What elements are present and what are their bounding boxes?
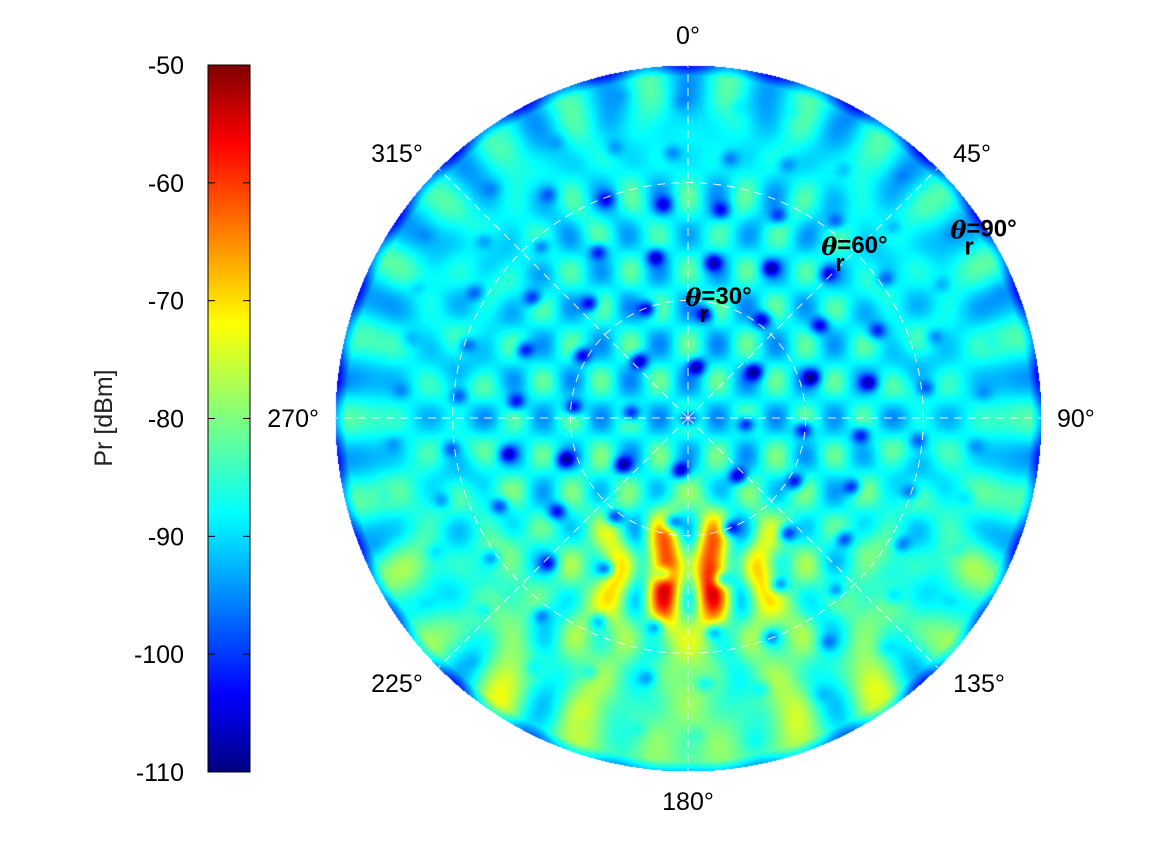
theta-annotation: θr=90° [950, 215, 1016, 260]
theta-symbol: θ [821, 232, 837, 261]
theta-subscript: r [835, 250, 844, 277]
colorbar-tick-label: -110 [136, 759, 184, 787]
angular-tick-labels: 0° 45° 90° 135° 180° 225° 270° 315° [267, 22, 1095, 816]
theta-value: =30° [701, 283, 751, 310]
angular-tick-label: 315° [371, 140, 423, 168]
colorbar-ticks: -50 -60 -70 -80 -90 -100 -110 [134, 52, 250, 787]
angular-grid-line [687, 168, 938, 419]
theta-subscript: r [699, 301, 708, 328]
angular-tick-label: 180° [662, 788, 714, 816]
colorbar-tick-label: -90 [148, 523, 184, 551]
colorbar-tick-label: -60 [148, 170, 184, 198]
colorbar: -50 -60 -70 -80 -90 -100 -110 Pr [dBm] [90, 52, 251, 787]
angular-tick-label: 270° [267, 405, 319, 433]
colorbar-tick-label: -50 [148, 52, 184, 80]
theta-annotation: θr=60° [821, 232, 887, 277]
angular-grid-line [438, 417, 689, 668]
colorbar-tick-label: -100 [134, 641, 184, 669]
theta-symbol: θ [950, 215, 966, 244]
polar-grid [335, 65, 1041, 771]
theta-annotation: θr=30° [685, 283, 751, 328]
colorbar-tick-label: -80 [148, 406, 184, 434]
angular-tick-label: 90° [1057, 405, 1095, 433]
angular-tick-label: 135° [953, 670, 1005, 698]
colorbar-tick-label: -70 [148, 288, 184, 316]
theta-symbol: θ [685, 283, 701, 312]
angular-tick-label: 225° [371, 670, 423, 698]
colorbar-label: Pr [dBm] [90, 369, 118, 466]
angular-tick-label: 45° [953, 140, 991, 168]
theta-subscript: r [964, 233, 973, 260]
angular-tick-label: 0° [676, 22, 700, 50]
theta-annotations: θr=30°θr=60°θr=90° [685, 215, 1016, 328]
angular-grid-line [687, 417, 938, 668]
radial-grid-circle [452, 182, 924, 654]
theta-value: =90° [966, 215, 1016, 242]
theta-value: =60° [837, 232, 887, 259]
angular-grid-line [438, 168, 689, 419]
